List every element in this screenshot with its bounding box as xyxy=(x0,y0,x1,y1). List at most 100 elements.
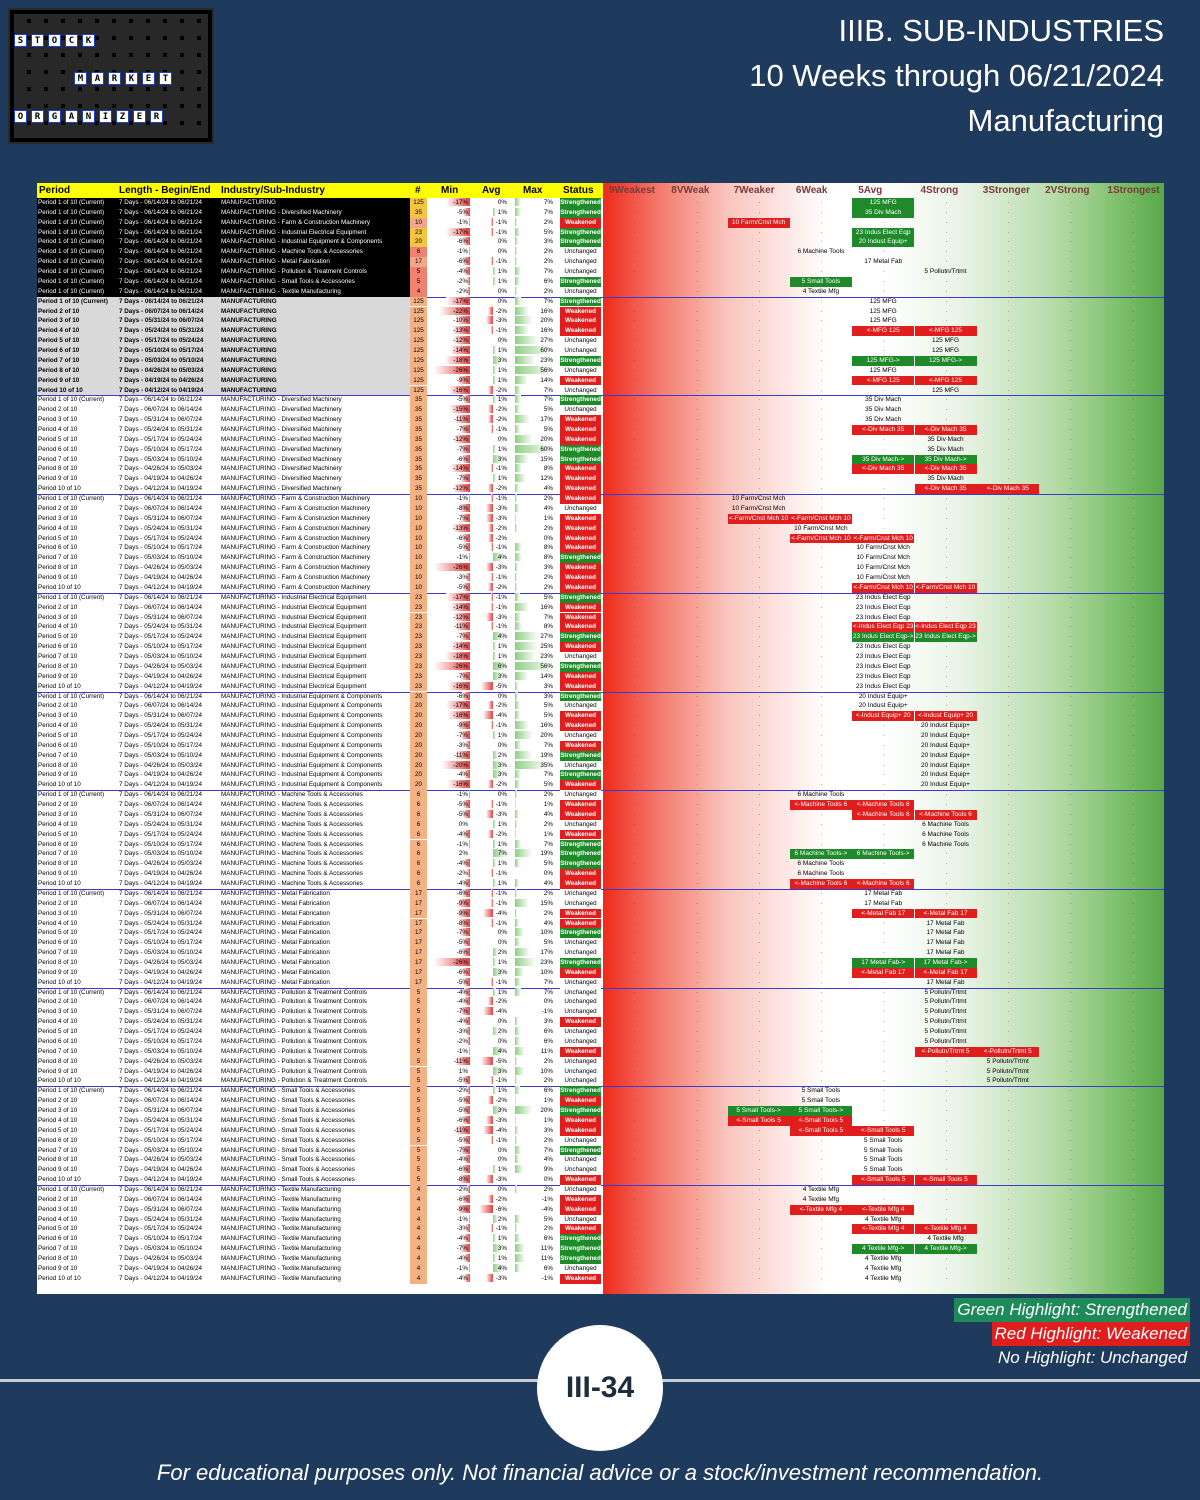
tier-dot: . xyxy=(945,1077,948,1084)
cell-period: Period 4 of 10 xyxy=(38,919,78,927)
tier-dot: . xyxy=(1007,199,1010,205)
min-bar xyxy=(453,484,470,493)
tier-dot: . xyxy=(1070,199,1072,205)
tier-dot: . xyxy=(696,593,698,600)
tier-position-chip: 17 Metal Fab xyxy=(926,978,965,986)
min-value: -5% xyxy=(456,810,468,818)
table-row: Period 10 of 10 7 Days - 04/12/24 to 04/1… xyxy=(37,1076,1164,1087)
min-bar xyxy=(461,454,470,463)
avg-bar xyxy=(490,622,493,631)
max-value: 2% xyxy=(543,258,553,266)
max-value: 3% xyxy=(543,1126,553,1134)
max-bar xyxy=(515,622,523,631)
tier-dot: . xyxy=(1007,1255,1010,1262)
cell-status: Strengthened xyxy=(560,661,601,672)
tier-dot: . xyxy=(634,386,636,393)
min-bar xyxy=(467,869,470,878)
cell-count: 23 xyxy=(410,671,427,682)
avg-bar xyxy=(490,257,493,266)
cell-length: 7 Days - 04/12/24 to 04/19/24 xyxy=(119,682,202,690)
avg-value: 0% xyxy=(497,692,507,700)
cell-period: Period 8 of 10 xyxy=(38,761,78,769)
cell-count: 23 xyxy=(410,652,427,662)
tier-dot: . xyxy=(696,741,698,748)
cell-status: Unchanged xyxy=(560,365,601,376)
min-value: -26% xyxy=(453,564,468,572)
tier-position-chip: <-MFG 125 xyxy=(852,375,915,386)
avg-bar xyxy=(488,780,493,789)
avg-bar xyxy=(493,474,496,483)
tier-dot: . xyxy=(883,791,885,798)
tier-dot: . xyxy=(696,820,698,827)
max-bar xyxy=(515,671,528,680)
tier-dot: . xyxy=(1132,514,1135,521)
tier-dot: . xyxy=(696,287,698,294)
cell-industry: MANUFACTURING - Pollution & Treatment Co… xyxy=(221,1018,367,1026)
table-row: Period 8 of 10 7 Days - 04/26/24 to 05/03… xyxy=(37,365,1164,376)
max-value: 16% xyxy=(540,603,553,611)
tier-dot: . xyxy=(1070,1205,1072,1212)
tier-dot: . xyxy=(696,1057,698,1064)
cell-industry: MANUFACTURING - Metal Fabrication xyxy=(221,889,330,897)
table-row: Period 10 of 10 7 Days - 04/12/24 to 04/1… xyxy=(37,780,1164,791)
tier-dot: . xyxy=(758,761,761,768)
cell-count: 35 xyxy=(410,474,427,485)
cell-count: 5 xyxy=(410,1106,427,1116)
min-bar xyxy=(453,336,470,345)
tier-dot: . xyxy=(696,386,698,393)
tier-dot: . xyxy=(634,958,636,965)
avg-value: 1% xyxy=(497,376,507,384)
cell-period: Period 10 of 10 xyxy=(38,781,81,789)
tier-dot: . xyxy=(758,386,761,393)
cell-count: 4 xyxy=(410,1273,427,1284)
max-value: 2% xyxy=(543,889,553,897)
tier-position-chip: <-Div Mach 35 xyxy=(914,484,977,495)
avg-bar xyxy=(493,987,496,996)
tier-dot: . xyxy=(634,337,636,344)
max-bar xyxy=(515,879,519,888)
cell-industry: MANUFACTURING - Textile Manufacturing xyxy=(221,1235,341,1243)
cell-count: 17 xyxy=(410,928,427,939)
cell-industry: MANUFACTURING - Farm & Construction Mach… xyxy=(221,534,371,542)
cell-length: 7 Days - 06/14/24 to 06/21/24 xyxy=(119,396,202,404)
tier-dot: . xyxy=(1132,435,1135,442)
tier-dot: . xyxy=(696,1116,698,1123)
min-value: -1% xyxy=(456,1047,468,1055)
tier-dot: . xyxy=(634,356,636,363)
cell-period: Period 7 of 10 xyxy=(38,850,78,858)
max-value: 14% xyxy=(540,672,553,680)
min-value: -10% xyxy=(453,317,468,325)
cell-count: 125 xyxy=(410,326,427,337)
tier-dot: . xyxy=(634,1037,636,1044)
tier-dot: . xyxy=(696,1028,698,1035)
tier-dot: . xyxy=(1132,1255,1135,1262)
tier-dot: . xyxy=(883,771,885,778)
tier-header-1: 1Strongest xyxy=(1107,185,1160,196)
min-bar xyxy=(454,415,470,424)
cell-period: Period 2 of 10 xyxy=(38,603,78,611)
avg-bar xyxy=(493,819,496,828)
header-count: # xyxy=(415,183,421,198)
tier-dot: . xyxy=(883,1037,885,1044)
min-value: -12% xyxy=(453,435,468,443)
tier-dot: . xyxy=(1132,978,1135,985)
min-value: -6% xyxy=(456,1166,468,1174)
tier-dot: . xyxy=(820,751,823,758)
min-bar xyxy=(465,1224,470,1233)
table-row: Period 2 of 10 7 Days - 06/07/24 to 06/14… xyxy=(37,602,1164,613)
cell-period: Period 8 of 10 xyxy=(38,860,78,868)
cell-length: 7 Days - 04/12/24 to 04/19/24 xyxy=(119,1274,202,1282)
cell-status: Strengthened xyxy=(560,395,601,406)
cell-period: Period 9 of 10 xyxy=(38,475,78,483)
tier-position-chip: 125 MFG xyxy=(931,386,960,394)
tier-dot: . xyxy=(758,623,761,630)
avg-value: -1% xyxy=(495,899,507,907)
tier-dot: . xyxy=(634,801,636,808)
cell-period: Period 6 of 10 xyxy=(38,840,78,848)
cell-industry: MANUFACTURING - Diversified Machinery xyxy=(221,475,342,483)
max-bar xyxy=(515,494,517,503)
tier-dot: . xyxy=(820,731,823,738)
tier-dot: . xyxy=(1007,633,1010,640)
min-bar xyxy=(464,1017,470,1026)
